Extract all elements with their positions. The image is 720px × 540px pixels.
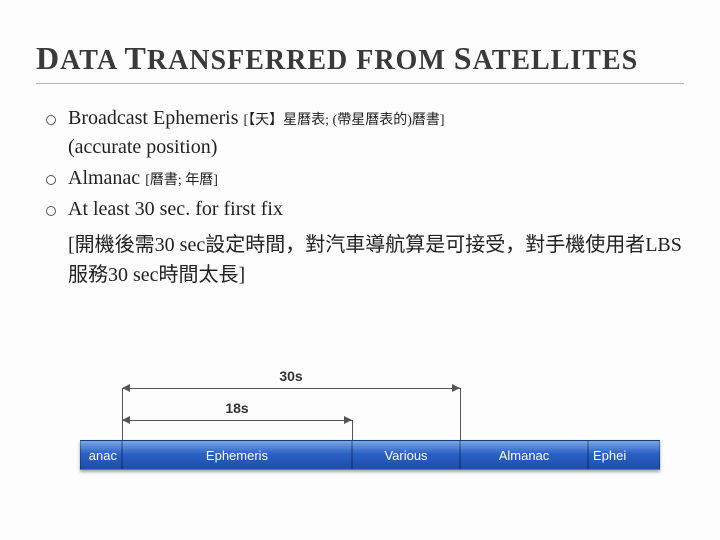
sub-note: [開機後需30 sec設定時間，對汽車導航算是可接受，對手機使用者LBS服務30… xyxy=(68,230,684,290)
title-rule xyxy=(36,83,684,84)
bullet-list: Broadcast Ephemeris [【天】星曆表; (帶星曆表的)曆書] … xyxy=(36,104,684,224)
ext-line xyxy=(352,420,353,440)
bullet-item: Almanac [曆書; 年曆] xyxy=(46,164,684,193)
segment: anac xyxy=(80,440,122,470)
slide: DATA TRANSFERRED FROM SATELLITES Broadca… xyxy=(0,0,720,540)
bullet-cont: (accurate position) xyxy=(68,136,217,158)
bullet-annot: [【天】星曆表; (帶星曆表的)曆書] xyxy=(244,113,445,128)
dim-30s: 30s xyxy=(122,388,460,389)
bullet-annot: [曆書; 年曆] xyxy=(145,173,218,188)
dim-18s: 18s xyxy=(122,420,352,421)
page-title: DATA TRANSFERRED FROM SATELLITES xyxy=(36,40,684,77)
bullet-main: Broadcast Ephemeris xyxy=(68,107,239,129)
dim-label: 30s xyxy=(279,368,302,384)
ext-line xyxy=(460,388,461,440)
bullet-main: At least 30 sec. for first fix xyxy=(68,198,283,220)
dim-label: 18s xyxy=(225,400,248,416)
segment-row: anac Ephemeris Various Almanac Ephei xyxy=(80,440,660,470)
bullet-item: Broadcast Ephemeris [【天】星曆表; (帶星曆表的)曆書] … xyxy=(46,104,684,162)
bullet-main: Almanac xyxy=(68,167,140,189)
bullet-item: At least 30 sec. for first fix xyxy=(46,195,684,224)
segment: Almanac xyxy=(460,440,588,470)
segment: Various xyxy=(352,440,460,470)
segment: Ephemeris xyxy=(122,440,352,470)
timing-diagram: 30s 18s anac Ephemeris Various Almanac E… xyxy=(80,368,660,478)
ext-line xyxy=(122,388,123,440)
segment: Ephei xyxy=(588,440,660,470)
